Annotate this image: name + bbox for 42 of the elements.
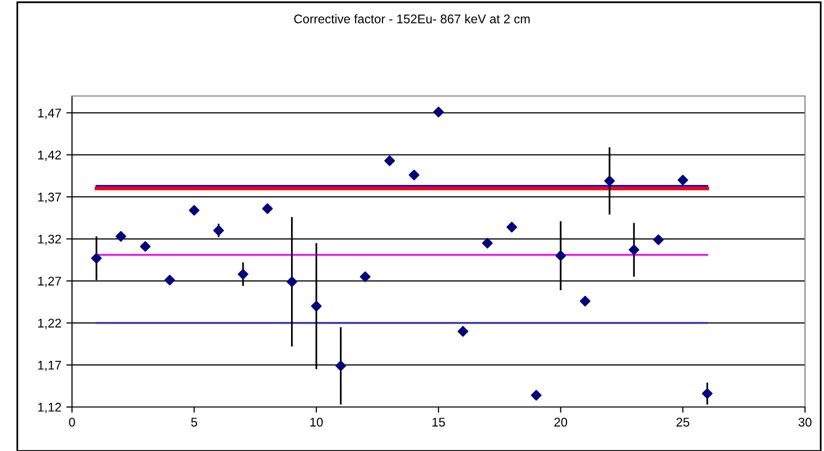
point	[262, 203, 273, 214]
point	[555, 250, 566, 262]
point	[678, 174, 688, 186]
point	[335, 360, 346, 372]
point	[580, 296, 590, 306]
x-tick-label: 20	[554, 418, 568, 427]
point	[653, 234, 664, 246]
x-tick-label: 30	[798, 418, 812, 427]
point	[286, 276, 298, 288]
x-tick-label: 15	[432, 418, 445, 427]
point	[164, 274, 176, 286]
chart-title: Corrective factor - 152Eu- 867 keV at 2 cm	[294, 14, 530, 24]
point	[384, 155, 395, 166]
point	[458, 326, 468, 337]
point	[360, 271, 370, 282]
point	[702, 388, 713, 399]
x-tick-label: 25	[676, 418, 690, 427]
point	[408, 170, 420, 180]
y-tick-label: 1,37	[38, 192, 61, 203]
point	[238, 268, 248, 280]
point	[433, 106, 444, 118]
point	[188, 205, 200, 216]
y-tick-label: 1,22	[38, 318, 61, 330]
point	[604, 176, 615, 186]
point	[140, 241, 151, 252]
x-tick-label: 5	[191, 418, 198, 427]
point	[530, 390, 542, 401]
y-tick-label: 1,32	[38, 234, 61, 246]
point	[628, 244, 640, 256]
point	[482, 238, 493, 248]
point	[213, 225, 224, 236]
point	[311, 300, 322, 312]
point	[116, 231, 126, 242]
x-tick-label: 10	[310, 418, 323, 427]
y-tick-label: 1,47	[38, 108, 61, 119]
y-tick-label: 1,42	[38, 150, 61, 161]
x-tick-label: 0	[69, 418, 75, 427]
y-tick-label: 1,27	[38, 276, 61, 288]
point	[506, 222, 518, 232]
y-tick-label: 1,17	[38, 360, 61, 372]
point	[91, 252, 102, 264]
y-tick-label: 1,12	[38, 402, 61, 414]
